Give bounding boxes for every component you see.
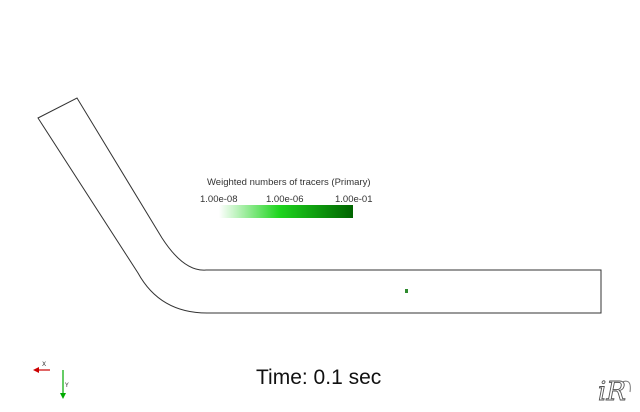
y-axis-arrowhead	[60, 393, 66, 399]
colorbar-ramp	[219, 205, 353, 218]
colorbar-title: Weighted numbers of tracers (Primary)	[207, 177, 371, 188]
channel-outline	[37, 97, 602, 314]
x-axis-arrowhead	[33, 367, 39, 373]
x-axis-label: X	[42, 361, 47, 368]
time-label: Time: 0.1 sec	[256, 366, 382, 389]
colorbar-tick-min: 1.00e-08	[200, 194, 238, 205]
svg-text:iR: iR	[598, 377, 626, 406]
y-axis-label: Y	[65, 382, 69, 389]
iric-logo-icon: iR	[596, 372, 634, 407]
colorbar-tick-max: 1.00e-01	[335, 194, 373, 205]
axes-orientation-widget: X Y	[30, 358, 74, 404]
colorbar-tick-mid: 1.00e-06	[266, 194, 304, 205]
tracer-particle	[405, 289, 408, 293]
